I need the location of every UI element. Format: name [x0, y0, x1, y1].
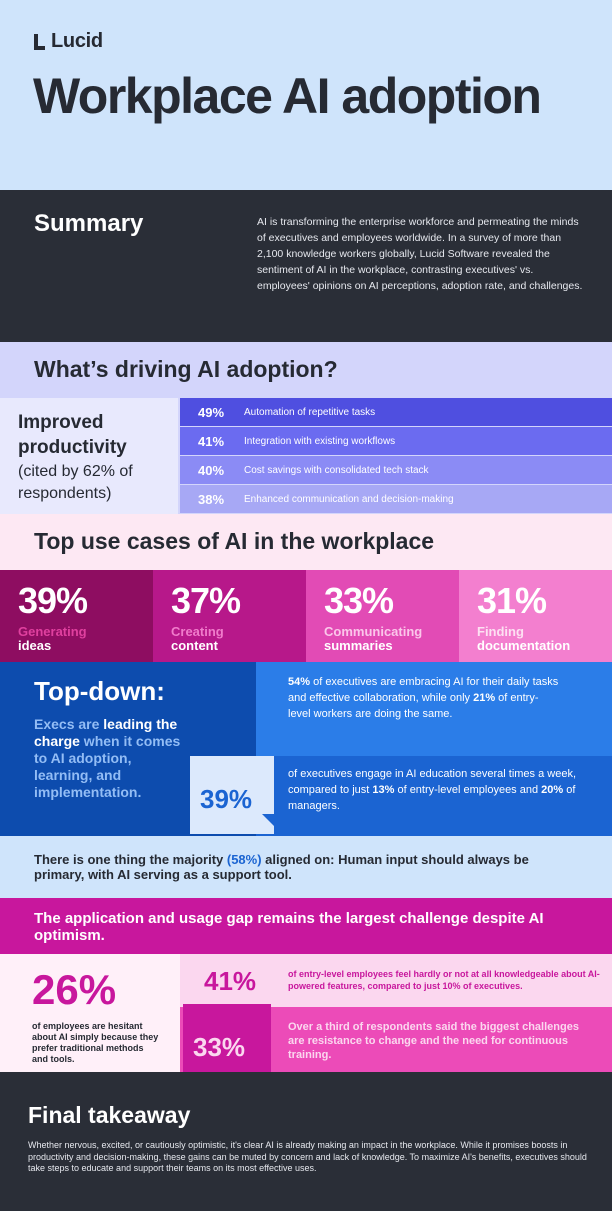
stat-part: of managers. [288, 784, 576, 812]
use-case-line2: documentation [477, 638, 571, 653]
card-fold-corner [262, 814, 278, 830]
gap-heading: The application and usage gap remains th… [34, 910, 544, 944]
stat-pct: 54% [288, 676, 311, 688]
education-pct: 39% [200, 784, 253, 814]
driver-label: Cost savings with consolidated tech stac… [244, 464, 429, 476]
use-case-line1: Communicating [324, 624, 423, 639]
use-case-line1: Creating [171, 624, 224, 639]
use-case-line2: content [171, 638, 218, 653]
summary-section: Summary AI is transforming the enterpris… [0, 190, 612, 342]
subtext-emphasis: leading the charge [34, 716, 178, 749]
hesitant-stat-panel: 26% of employees are hesitant about AI s… [0, 954, 180, 1072]
final-body: Whether nervous, excited, or cautiously … [28, 1140, 587, 1173]
majority-part: aligned on: Human input should always be… [34, 852, 529, 882]
resistance-pct-card: 33% [183, 1004, 271, 1072]
use-case-line2: summaries [324, 638, 393, 653]
top-down-section: Top-down: Execs are leading the charge w… [0, 662, 612, 836]
stat-pct: 21% [473, 692, 496, 704]
education-stat-panel: of executives engage in AI education sev… [256, 756, 612, 836]
drivers-main-panel: Improved productivity (cited by 62% of r… [0, 398, 178, 514]
driver-pct: 41% [198, 433, 225, 449]
lucid-logo-icon [34, 33, 46, 50]
exec-stat-text: 54% of executives are embracing AI for t… [288, 674, 560, 722]
use-cases-heading: Top use cases of AI in the workplace [34, 528, 435, 554]
driver-bar-0: 49% Automation of repetitive tasks [180, 398, 612, 426]
stat-part: of entry-level workers are doing the sam… [288, 692, 539, 720]
driver-label: Enhanced communication and decision-maki… [244, 493, 454, 505]
summary-heading: Summary [34, 210, 144, 237]
top-down-subtext: Execs are leading the charge when it com… [34, 716, 184, 801]
use-case-pct: 33% [324, 580, 394, 621]
top-down-panel: Top-down: Execs are leading the charge w… [0, 662, 256, 836]
use-case-pct: 31% [477, 580, 547, 621]
majority-text: There is one thing the majority (58%) al… [34, 852, 554, 882]
majority-section: There is one thing the majority (58%) al… [0, 836, 612, 898]
drivers-heading: What’s driving AI adoption? [34, 356, 338, 382]
gap-section: The application and usage gap remains th… [0, 898, 612, 954]
drivers-section: What’s driving AI adoption? Improved pro… [0, 342, 612, 514]
driver-label: Integration with existing workflows [244, 435, 396, 447]
driver-pct: 38% [198, 491, 225, 507]
drivers-main-label: Improved productivity [18, 412, 127, 458]
stat-part: of entry-level employees and [394, 784, 542, 796]
final-section: Final takeaway Whether nervous, excited,… [0, 1072, 612, 1211]
knowledge-pct: 41% [204, 966, 257, 996]
use-case-line1: Finding [477, 624, 524, 639]
use-case-pct: 39% [18, 580, 88, 621]
majority-part: There is one thing the majority [34, 852, 227, 867]
majority-pct: (58%) [226, 852, 262, 867]
hesitant-text: of employees are hesitant about AI simpl… [32, 1021, 159, 1064]
header-section: Lucid Workplace AI adoption [0, 0, 612, 190]
summary-body: AI is transforming the enterprise workfo… [257, 216, 583, 292]
stat-part: of executives are embracing AI for their… [288, 676, 559, 704]
final-heading: Final takeaway [28, 1102, 191, 1128]
driver-pct: 49% [198, 404, 225, 420]
use-case-pct: 37% [171, 580, 241, 621]
use-case-line2: ideas [18, 638, 52, 653]
driver-pct: 40% [198, 462, 225, 478]
hesitant-pct: 26% [32, 966, 117, 1013]
education-pct-card: 39% [190, 756, 274, 834]
education-stat-text: of executives engage in AI education sev… [288, 766, 588, 814]
stat-pct: 13% [372, 784, 395, 796]
use-case-card-1: 37% Creating content [153, 570, 306, 662]
resistance-pct: 33% [193, 1032, 246, 1062]
knowledge-stat-panel: 41% of entry-level employees feel hardly… [180, 954, 612, 1007]
driver-bar-1: 41% Integration with existing workflows [180, 427, 612, 455]
challenges-section: 26% of employees are hesitant about AI s… [0, 954, 612, 1072]
use-case-card-2: 33% Communicating summaries [306, 570, 459, 662]
stat-pct: 20% [541, 784, 564, 796]
drivers-main-note: (cited by 62% of respondents) [18, 463, 133, 502]
subtext-part: Execs are [34, 716, 104, 732]
logo-text: Lucid [51, 30, 103, 52]
subtext-part: when it comes to AI adoption, learning, … [34, 733, 181, 800]
top-down-heading: Top-down: [34, 676, 165, 706]
page-title: Workplace AI adoption [33, 68, 542, 124]
use-cases-section: Top use cases of AI in the workplace 39%… [0, 514, 612, 662]
use-case-line1: Generating [18, 624, 87, 639]
knowledge-text: of entry-level employees feel hardly or … [288, 969, 600, 991]
lucid-logo[interactable]: Lucid [34, 30, 103, 53]
driver-bar-3: 38% Enhanced communication and decision-… [180, 485, 612, 513]
use-case-card-3: 31% Finding documentation [459, 570, 612, 662]
driver-label: Automation of repetitive tasks [244, 406, 376, 418]
resistance-text: Over a third of respondents said the big… [288, 1021, 579, 1061]
stat-part: of executives engage in AI education sev… [288, 768, 577, 796]
exec-stat-panel: 54% of executives are embracing AI for t… [256, 662, 612, 756]
use-case-card-0: 39% Generating ideas [0, 570, 153, 662]
driver-bar-2: 40% Cost savings with consolidated tech … [180, 456, 612, 484]
